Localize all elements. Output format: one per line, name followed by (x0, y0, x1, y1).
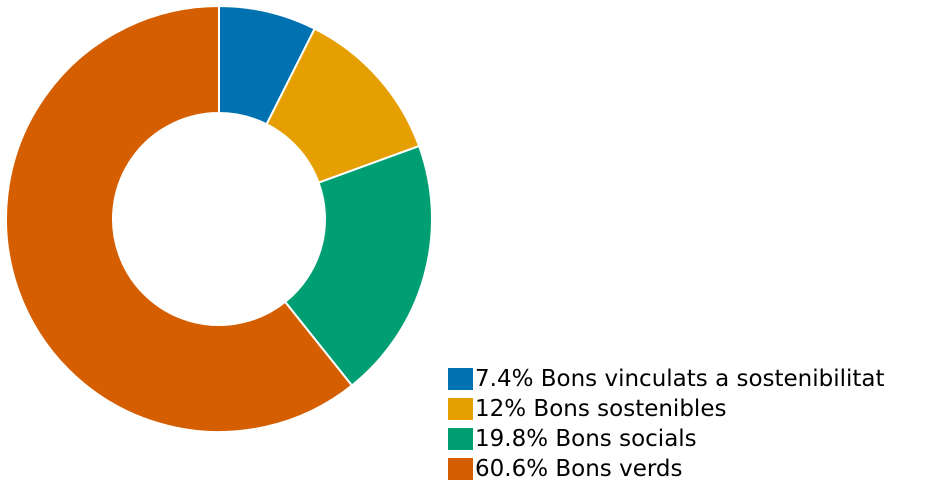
donut-slices (5, 4, 433, 433)
chart-legend: 7.4% Bons vinculats a sostenibilitat 12%… (448, 364, 885, 484)
legend-label: 12% Bons sostenibles (475, 396, 727, 422)
legend-label: 19.8% Bons socials (475, 426, 697, 452)
donut-slice (5, 4, 354, 433)
legend-swatch (448, 398, 473, 420)
legend-label: 7.4% Bons vinculats a sostenibilitat (475, 366, 885, 392)
legend-swatch (448, 458, 473, 480)
legend-swatch (448, 368, 473, 390)
legend-item: 12% Bons sostenibles (448, 394, 885, 424)
legend-item: 7.4% Bons vinculats a sostenibilitat (448, 364, 885, 394)
legend-label: 60.6% Bons verds (475, 456, 683, 482)
legend-swatch (448, 428, 473, 450)
legend-item: 19.8% Bons socials (448, 424, 885, 454)
donut-slice (283, 144, 433, 387)
legend-item: 60.6% Bons verds (448, 454, 885, 484)
